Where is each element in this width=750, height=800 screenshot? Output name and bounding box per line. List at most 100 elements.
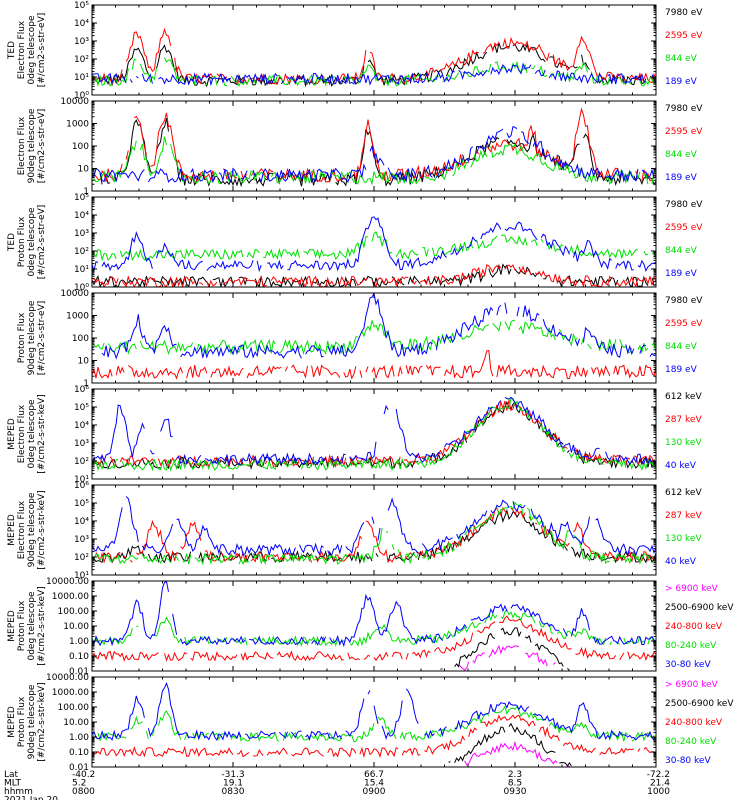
x-tick-hhmm: 1000 [647,787,670,797]
legend-entry: 80-240 keV [665,641,717,651]
y-tick-label: 1000 [66,120,89,130]
legend-entry: 612 keV [665,488,702,498]
panel-8: 0.01 0.10 1.00 10.00 100.00 1000.00 10000.00 ME… [7,673,734,773]
legend-entry: 2595 eV [665,31,703,41]
x-row-label: MLT [4,779,22,789]
y-tick-label: 10.00 [63,622,89,632]
panel-2: 1 10 100 1000 10000 Electron Flux 90deg telesc… [17,97,703,197]
legend-entry: 287 keV [665,511,702,521]
y-tick-label: 10¹ [74,475,89,485]
y-tick-label: 1 [83,187,89,197]
y-tick-label: 10⁵ [74,499,89,509]
x-tick-mlt: 5.2 [72,779,86,789]
y-axis-label: MEPED [7,418,17,450]
legend-entry: 2595 eV [665,127,703,137]
legend-entry: 7980 eV [665,104,703,114]
x-tick-lat: -72.2 [647,770,670,780]
legend-entry: 2595 eV [665,319,703,329]
legend-entry: 240-800 keV [665,718,723,728]
panel-3: 10⁰ 10¹ 10² 10³ 10⁴ 10⁵ TED Proton Flux 0deg tel… [7,193,703,293]
y-tick-label: 1000 [66,312,89,322]
y-axis-label: [#/cm2-s-str-eV] [37,109,47,184]
y-axis-label: MEPED [7,706,17,738]
legend-entry: 240-800 keV [665,622,723,632]
legend-entry: 7980 eV [665,200,703,210]
y-tick-label: 10³ [74,229,89,239]
legend-entry: 612 keV [665,392,702,402]
y-axis-label: 0deg telescope [27,399,37,469]
y-axis-label: MEPED [7,610,17,642]
series-green [92,319,656,356]
y-tick-label: 0.01 [69,667,89,677]
x-tick-hhmm: 0900 [363,787,386,797]
series-green [92,397,656,472]
panel-7: 0.01 0.10 1.00 10.00 100.00 1000.00 10000.00 ME… [7,577,734,677]
y-tick-label: 10⁴ [74,517,89,527]
x-tick-mlt: 21.4 [650,779,670,789]
legend-entry: 844 eV [665,150,698,160]
y-tick-label: 0.10 [69,748,89,758]
y-tick-label: 0.10 [69,652,89,662]
y-tick-label: 1000.00 [52,688,89,698]
panel-5: 10¹ 10² 10³ 10⁴ 10⁵ 10⁶ MEPED Electron Flux 0deg… [7,385,702,485]
series-red [92,349,656,380]
series-green [92,705,656,743]
series-blue [92,581,656,648]
x-tick-lat: -31.3 [221,770,244,780]
series-blue [92,682,655,742]
x-tick-mlt: 8.5 [508,779,522,789]
y-tick-label: 100.00 [58,607,90,617]
legend-entry: 844 eV [665,246,698,256]
legend-entry: 189 eV [665,77,698,87]
legend-entry: 2595 eV [665,223,703,233]
legend-entry: 844 eV [665,342,698,352]
y-tick-label: 10¹ [74,571,89,581]
panel-frame [91,676,657,768]
y-tick-label: 10000.00 [46,673,89,683]
x-tick-mlt: 15.4 [364,779,384,789]
panel-frame [91,196,657,288]
y-axis-label: [#/cm2-s-str-keV] [37,394,47,473]
legend-entry: 7980 eV [665,8,703,18]
series-green [92,231,656,262]
y-axis-label: Proton Flux [17,696,27,747]
series-blue [92,496,656,557]
y-axis-label: 0deg telescope [27,591,37,661]
y-axis-label: [#/cm2-s-str-keV] [37,682,47,761]
x-row-label: Lat [4,770,19,780]
y-tick-label: 1 [83,379,89,389]
series-red [92,615,656,662]
y-axis-label: 0deg telescope [27,15,37,85]
series-black [92,41,656,88]
series-blue [92,62,656,86]
y-axis-label: Electron Flux [17,116,27,175]
legend-entry: 30-80 keV [665,660,711,670]
y-tick-label: 10 [78,165,90,175]
legend-entry: 30-80 keV [665,756,711,766]
series-red [92,399,655,469]
y-tick-label: 10⁵ [74,403,89,413]
legend-entry: 130 keV [665,534,702,544]
y-tick-label: 10.00 [63,718,89,728]
series-blue [92,125,656,184]
series-black [449,724,576,766]
legend-entry: > 6900 keV [665,680,719,690]
y-tick-label: 100 [72,142,89,152]
series-green [92,501,656,566]
y-tick-label: 10⁵ [74,1,89,11]
legend-entry: 287 keV [665,415,702,425]
y-tick-label: 10⁶ [74,385,89,395]
y-axis-label: [#/cm2-s-str-eV] [37,205,47,280]
y-axis-label: [#/cm2-s-str-eV] [37,301,47,376]
series-blue [92,397,656,464]
y-axis-label: [#/cm2-s-str-keV] [37,490,47,569]
panel-frame [91,100,657,192]
x-row-label: hhmm [4,787,33,797]
y-axis-label: Proton Flux [17,312,27,363]
legend-entry: 40 keV [665,461,697,471]
y-axis-label: Electron Flux [17,404,27,463]
y-axis-label: TED [7,41,17,60]
legend-entry: 844 eV [665,54,698,64]
